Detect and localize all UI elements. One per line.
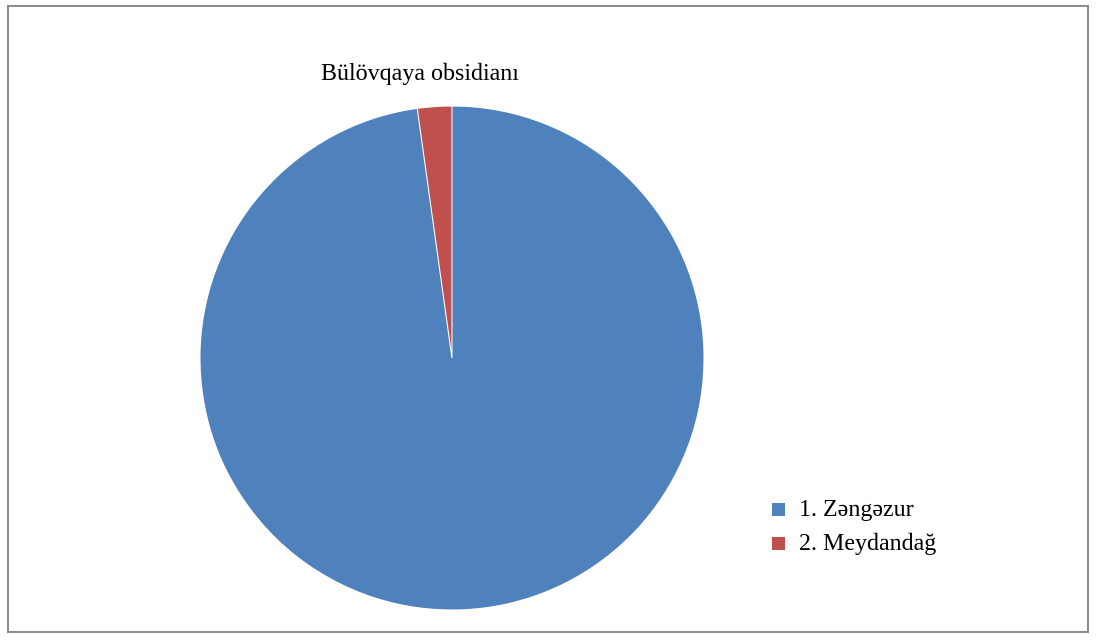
legend-label-zangazur: 1. Zəngəzur <box>799 495 914 522</box>
legend-label-meydandag: 2. Meydandağ <box>799 529 937 556</box>
legend-swatch-zangazur <box>772 502 785 516</box>
legend: 1. Zəngəzur 2. Meydandağ <box>772 492 936 560</box>
legend-item-zangazur: 1. Zəngəzur <box>772 492 936 526</box>
legend-item-meydandag: 2. Meydandağ <box>772 526 936 560</box>
chart-title: Bülövqaya obsidianı <box>321 60 519 86</box>
pie-slice-meydandag <box>416 105 453 359</box>
legend-swatch-meydandag <box>772 536 785 550</box>
